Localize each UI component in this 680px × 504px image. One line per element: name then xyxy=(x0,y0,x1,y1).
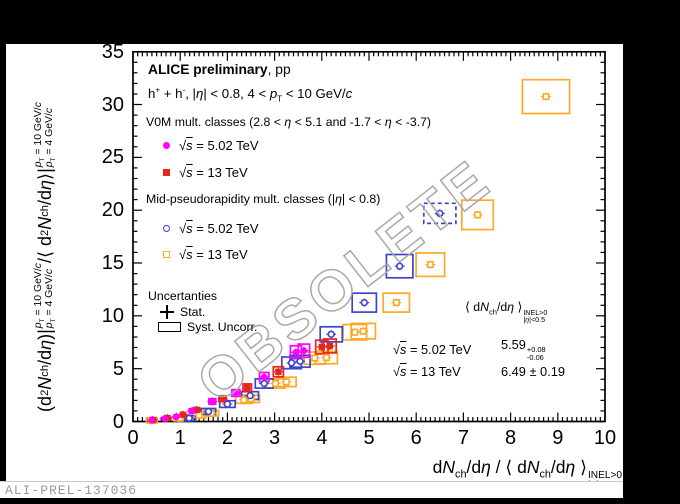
y-tick-label: 5 xyxy=(112,357,124,380)
y-tick-label: 30 xyxy=(101,93,124,116)
mean-mult-heading: ⟨ dNch/dη ⟩ INEL>0 |η|<0.5 xyxy=(465,300,548,324)
plot-title: ALICE preliminary, pp xyxy=(148,62,291,77)
stat-cross-icon xyxy=(160,305,174,319)
y-tick-label: 35 xyxy=(101,40,124,63)
legend-entry-label: Syst. Uncorr. xyxy=(187,320,258,334)
legend-entry-label: √s = 5.02 TeV xyxy=(179,137,259,153)
x-tick-label: 1 xyxy=(174,427,186,449)
mean-mult-table: √s = 5.02 TeV 5.59 +0.08 -0.06 √s = 13 TeV… xyxy=(393,336,565,382)
open-circle-marker-icon xyxy=(163,224,170,232)
selection-text: h+ + h-, |η| < 0.8, 4 < pT < 10 GeV/c xyxy=(148,85,353,104)
legend-uncertainties-header: Uncertanties xyxy=(148,289,218,303)
y-tick-label: 10 xyxy=(101,304,124,327)
legend-entry-label: Stat. xyxy=(180,305,206,319)
legend-entry-label: √s = 13 TeV xyxy=(179,164,248,180)
legend-entry-stat: Stat. xyxy=(160,305,205,319)
legend-mid-header: Mid-pseudorapidity mult. classes (|η| < … xyxy=(146,192,381,206)
x-tick-label: 4 xyxy=(316,427,328,449)
data-markers-series-0 xyxy=(148,347,308,424)
mean-mult-value: 6.49 ± 0.19 xyxy=(501,363,565,379)
axis-ticks xyxy=(132,51,606,423)
mean-mult-row: √s = 13 TeV 6.49 ± 0.19 xyxy=(393,360,565,382)
title-bold: ALICE preliminary xyxy=(148,62,268,77)
x-tick-label: 5 xyxy=(363,427,375,449)
mean-mult-energy: √s = 5.02 TeV xyxy=(393,341,472,357)
legend-v0m-header: V0M mult. classes (2.8 < η < 5.1 and -1.… xyxy=(146,115,432,129)
x-tick-label: 8 xyxy=(505,427,517,449)
x-tick-label: 2 xyxy=(221,427,233,449)
legend-entry-syst: Syst. Uncorr. xyxy=(158,320,257,334)
x-tick-label: 0 xyxy=(127,427,139,449)
legend-entry-v0m-5tev: √s = 5.02 TeV xyxy=(163,137,259,153)
legend-entry-mid-13tev: √s = 13 TeV xyxy=(163,246,248,262)
open-square-marker-icon xyxy=(163,250,170,258)
x-tick-label: 9 xyxy=(552,427,564,449)
legend-entry-mid-5tev: √s = 5.02 TeV xyxy=(163,220,259,236)
figure-id-strip: ALI-PREL-137036 xyxy=(0,481,623,498)
syst-box-icon xyxy=(158,322,181,332)
filled-circle-marker-icon xyxy=(163,141,170,149)
legend-entry-v0m-13tev: √s = 13 TeV xyxy=(163,164,248,180)
y-tick-label: 20 xyxy=(101,199,124,222)
x-tick-label: 6 xyxy=(410,427,422,449)
mean-mult-energy: √s = 13 TeV xyxy=(393,363,461,379)
legend-entry-label: √s = 13 TeV xyxy=(179,246,248,262)
figure-canvas xyxy=(6,44,623,481)
y-tick-label: 0 xyxy=(112,410,124,433)
title-rest: , pp xyxy=(267,62,291,77)
x-tick-label: 10 xyxy=(593,427,617,449)
x-tick-label: 3 xyxy=(269,427,281,449)
mean-mult-row: √s = 5.02 TeV 5.59 +0.08 -0.06 xyxy=(393,336,565,362)
legend-entry-label: √s = 5.02 TeV xyxy=(179,220,259,236)
data-markers-series-2 xyxy=(185,209,444,422)
y-tick-label: 15 xyxy=(101,252,124,274)
figure-id: ALI-PREL-137036 xyxy=(5,483,138,498)
filled-square-marker-icon xyxy=(163,168,170,176)
mean-mult-value: 5.59 +0.08 -0.06 xyxy=(501,336,546,362)
y-tick-label: 25 xyxy=(101,146,124,169)
x-tick-label: 7 xyxy=(457,427,469,449)
